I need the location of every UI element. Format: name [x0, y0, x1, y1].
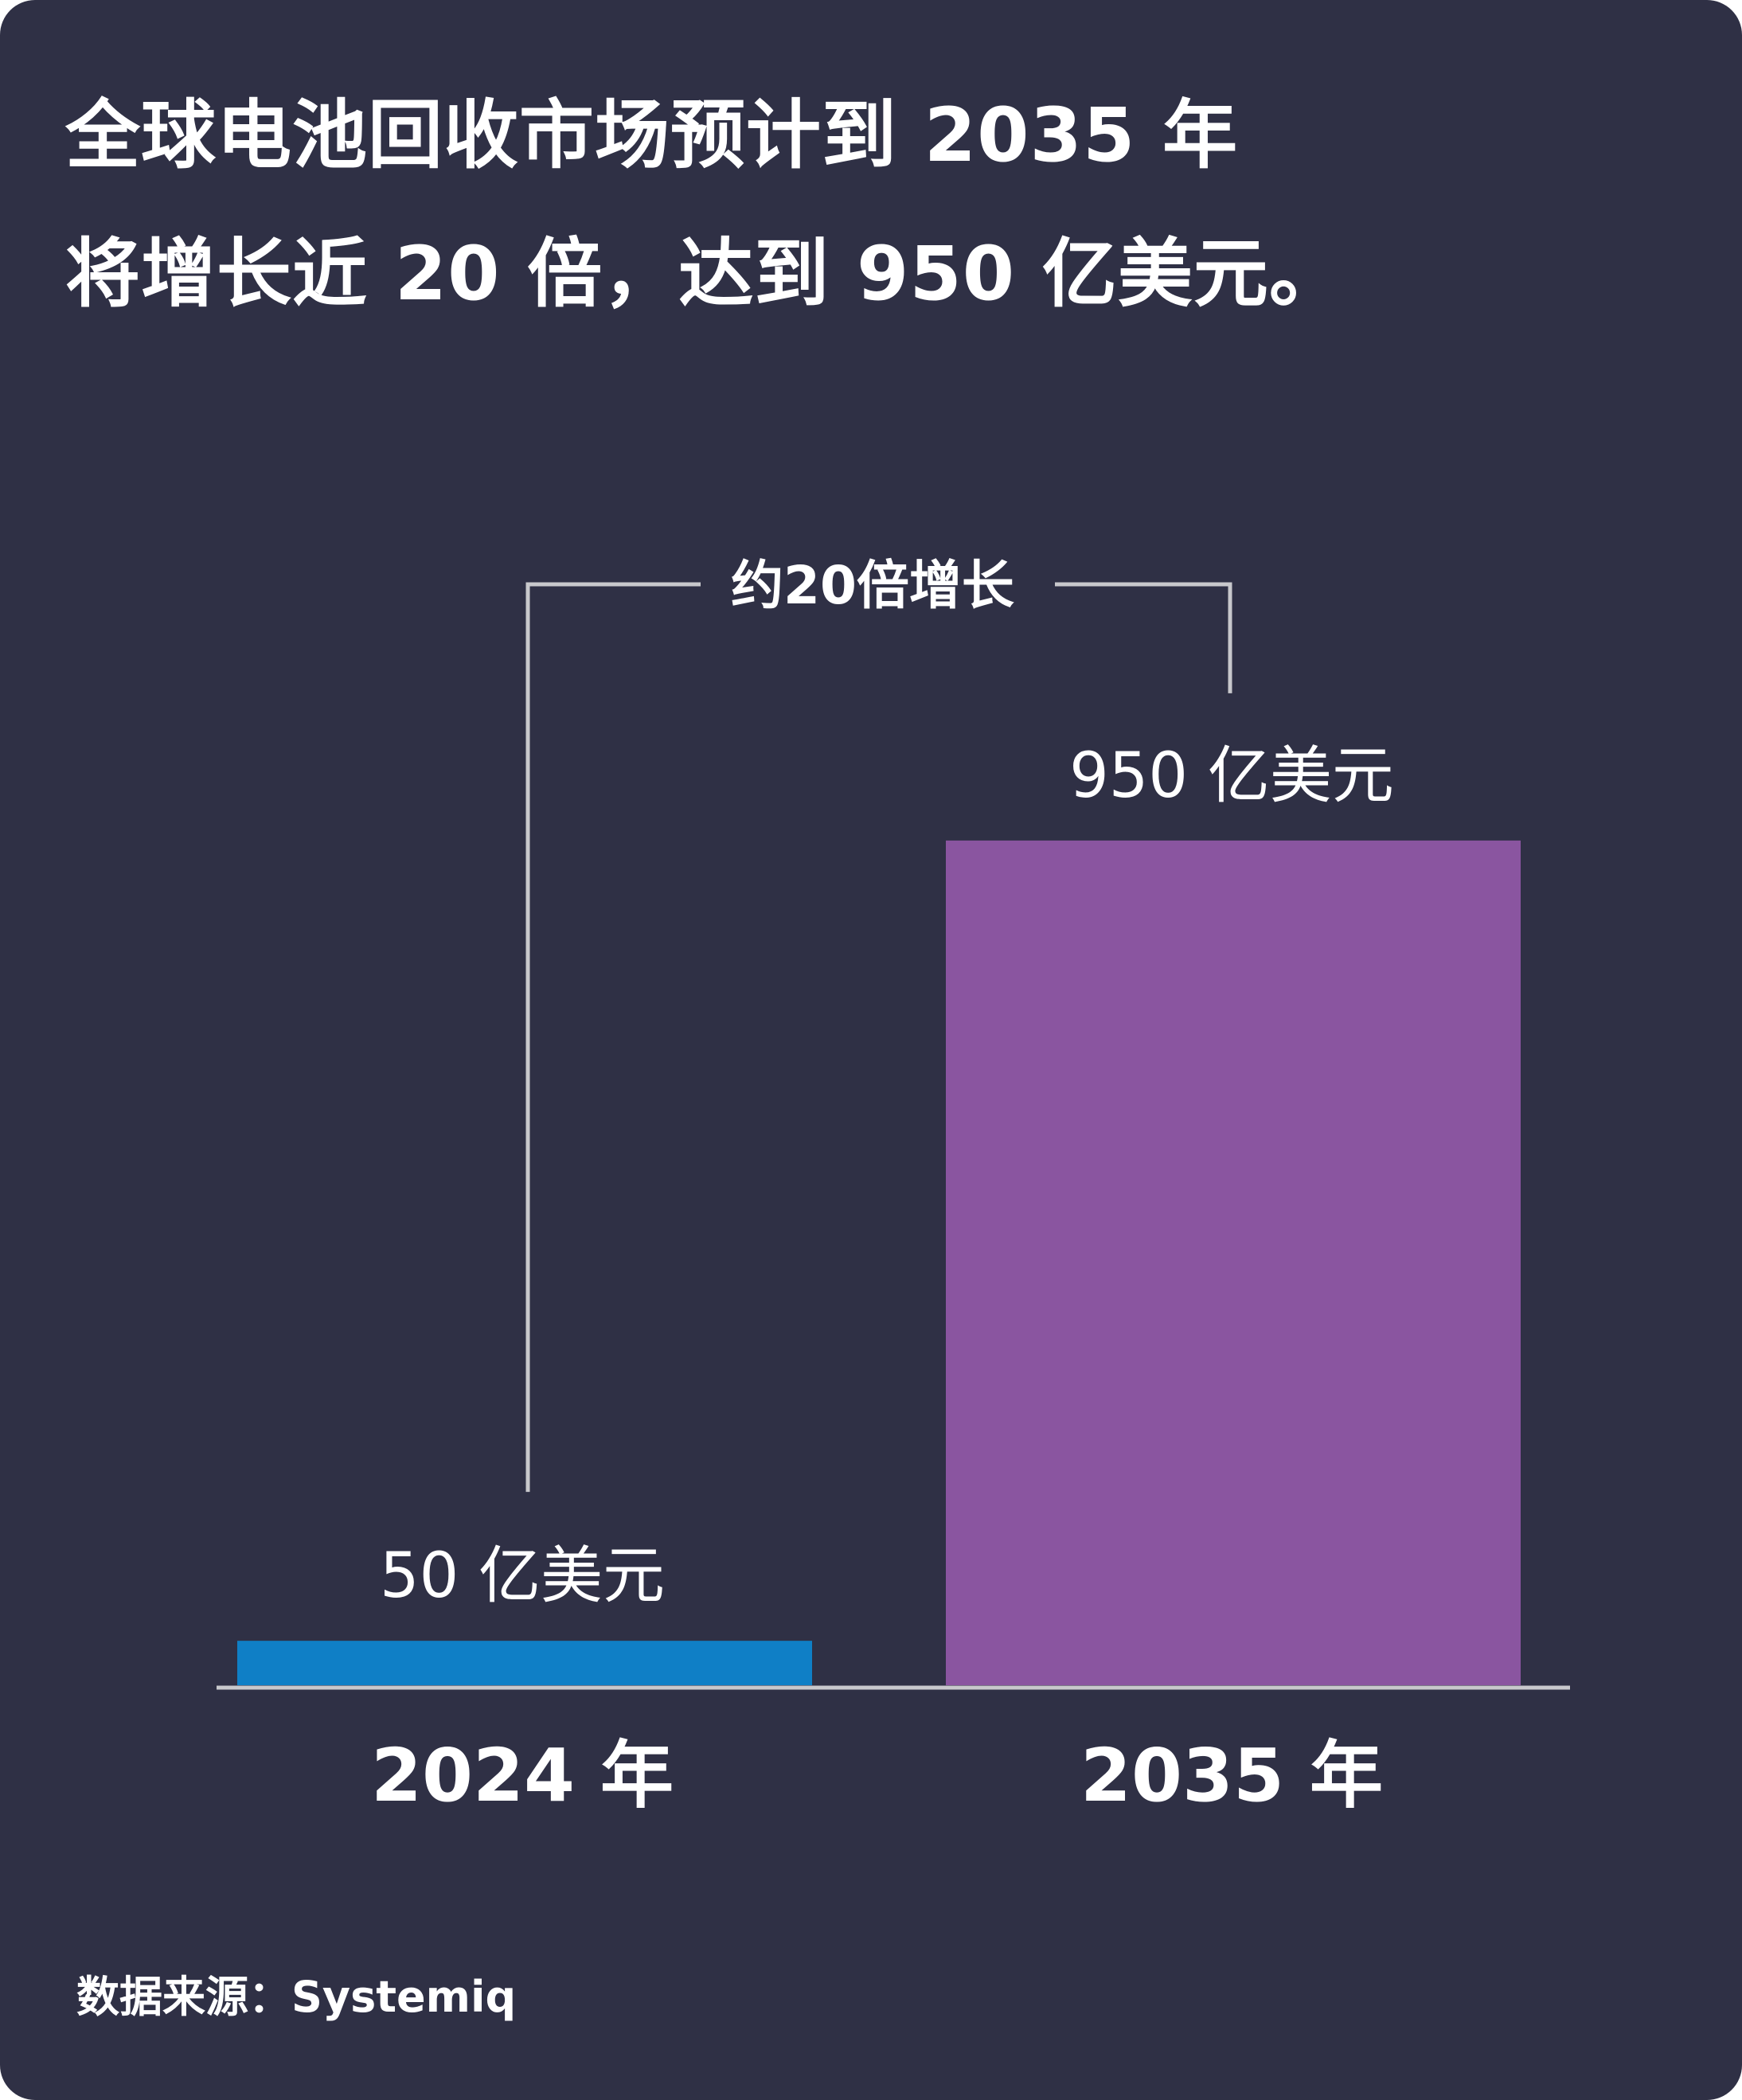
category-label-0: 2024 年 [371, 1733, 674, 1818]
bar-1 [946, 840, 1521, 1685]
growth-bracket-left [525, 582, 701, 1493]
title-line-2: 将增长近 20 倍，达到 950 亿美元。 [65, 231, 1345, 318]
category-label-1: 2035 年 [1080, 1733, 1383, 1818]
growth-annotation: 约20倍增长 [731, 555, 1014, 616]
title-line-1: 全球电池回收市场预计到 2035 年 [65, 92, 1239, 179]
growth-bracket-right [1055, 582, 1232, 693]
source-note: 数据来源：Systemiq [76, 1972, 517, 2022]
bar-0 [237, 1641, 812, 1685]
value-label-1: 950 亿美元 [1069, 740, 1394, 812]
value-label-0: 50 亿美元 [380, 1540, 665, 1612]
chart-title: 全球电池回收市场预计到 2035 年 将增长近 20 倍，达到 950 亿美元。 [65, 67, 1642, 344]
